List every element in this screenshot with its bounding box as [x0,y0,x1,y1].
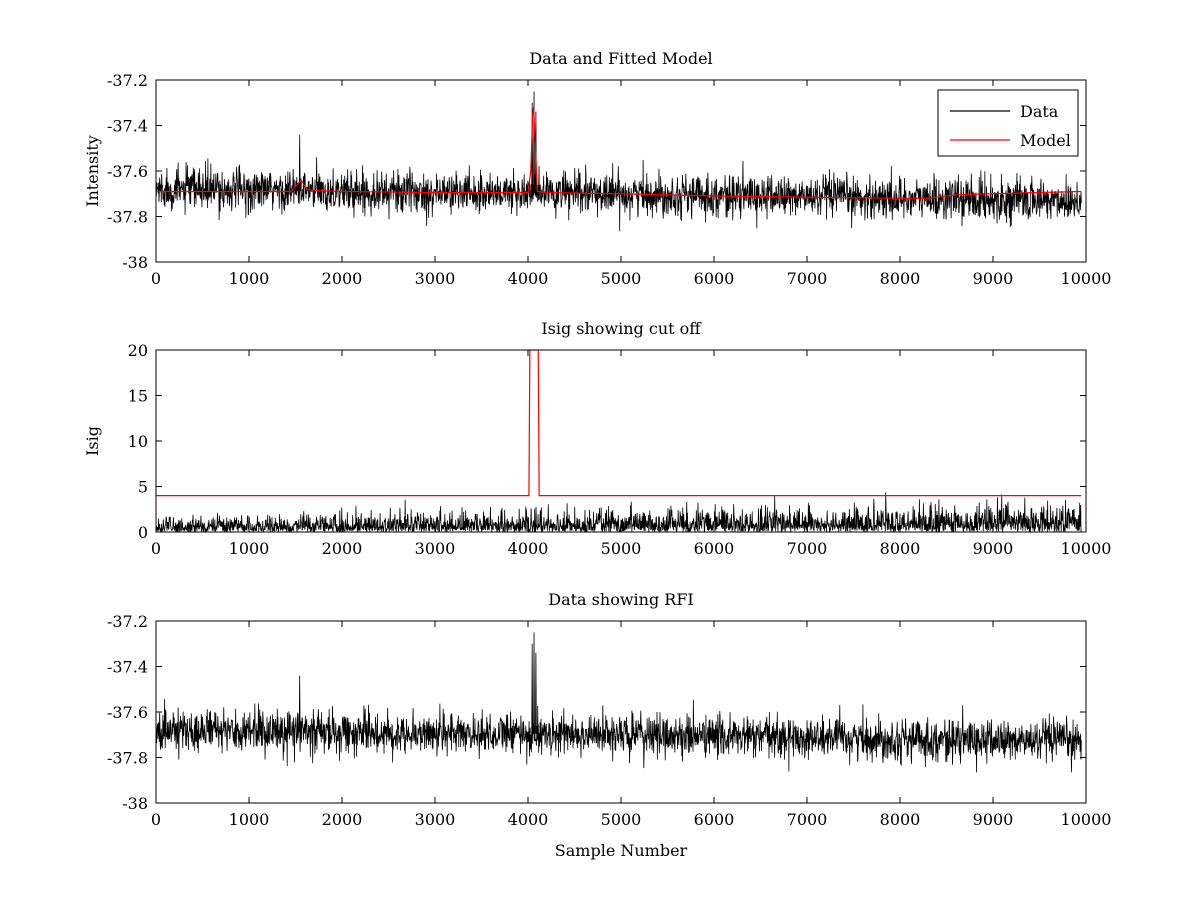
x-tick-label: 2000 [322,539,363,558]
x-tick-label: 8000 [880,269,921,288]
plot-area [156,91,1082,232]
x-tick-label: 3000 [415,269,456,288]
y-tick-label: 15 [128,387,148,406]
x-tick-label: 1000 [229,269,270,288]
series-cut-off [156,350,1082,497]
chart-title: Data and Fitted Model [529,49,712,68]
chart-title: Isig showing cut off [541,319,702,338]
x-tick-label: 10000 [1061,539,1112,558]
chart-3: 0 1000 2000 3000 4000 5000 6000 7000 8000 9000 100… [107,590,1111,860]
plot-area [156,350,1082,532]
legend-label-data: Data [1020,102,1059,121]
y-tick-label: -37.6 [107,162,148,181]
x-tick-label: 6000 [694,269,735,288]
x-axis-label: Sample Number [555,841,688,860]
legend: Data Model [937,89,1079,157]
y-tick-label: -38 [122,253,148,272]
x-tick-label: 6000 [694,539,735,558]
x-tick-label: 4000 [508,539,549,558]
x-tick-label: 2000 [322,269,363,288]
x-tick-label: 0 [151,539,161,558]
y-tick-label: -37.4 [107,117,148,136]
series-data [156,91,1082,232]
x-tick-label: 1000 [229,539,270,558]
chart-1: 0 1000 2000 3000 4000 5000 6000 7000 8000 9000 100… [83,49,1111,288]
x-tick-label: 8000 [880,810,921,829]
y-tick-label: -37.6 [107,703,148,722]
x-tick-label: 7000 [787,810,828,829]
chart-title: Data showing RFI [548,590,693,609]
y-tick-label: -38 [122,794,148,813]
y-tick-label: 10 [128,432,148,451]
y-tick-label: 20 [128,341,148,360]
x-tick-label: 10000 [1061,269,1112,288]
x-tick-label: 4000 [508,269,549,288]
x-tick-label: 2000 [322,810,363,829]
series-data [156,632,1082,773]
plot-area [156,632,1082,773]
series-model [156,107,1082,199]
y-axis-label: Isig [83,426,102,456]
y-tick-label: -37.8 [107,749,148,768]
x-tick-label: 7000 [787,539,828,558]
x-tick-label: 5000 [601,269,642,288]
x-tick-label: 3000 [415,810,456,829]
y-tick-label: -37.8 [107,208,148,227]
x-tick-label: 4000 [508,810,549,829]
y-tick-label: -37.4 [107,658,148,677]
legend-box [937,89,1079,157]
x-tick-label: 5000 [601,539,642,558]
x-tick-label: 5000 [601,810,642,829]
x-tick-label: 0 [151,269,161,288]
x-tick-label: 3000 [415,539,456,558]
legend-label-model: Model [1020,131,1071,150]
chart-2: 0 1000 2000 3000 4000 5000 6000 7000 8000 9000 100… [83,319,1111,558]
x-tick-label: 0 [151,810,161,829]
y-tick-label: 5 [138,478,148,497]
x-tick-label: 9000 [973,539,1014,558]
x-tick-label: 7000 [787,269,828,288]
x-tick-label: 6000 [694,810,735,829]
y-tick-label: -37.2 [107,71,148,90]
x-tick-label: 8000 [880,539,921,558]
y-tick-label: -37.2 [107,612,148,631]
series-isig [156,492,1082,532]
x-tick-label: 10000 [1061,810,1112,829]
x-tick-label: 9000 [973,269,1014,288]
x-tick-label: 9000 [973,810,1014,829]
x-tick-label: 1000 [229,810,270,829]
y-axis-label: Intensity [83,135,102,207]
y-tick-label: 0 [138,523,148,542]
